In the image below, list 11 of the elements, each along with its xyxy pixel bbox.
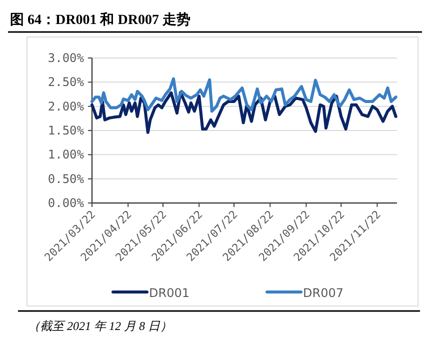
legend-label: DR007 (303, 286, 344, 300)
y-tick-label: 3.00% (48, 51, 85, 65)
y-tick-label: 0.00% (48, 196, 85, 210)
y-tick-label: 2.00% (48, 99, 85, 114)
y-tick-label: 0.50% (48, 172, 85, 186)
chart-title: 图 64：DR001 和 DR007 走势 (10, 12, 190, 28)
y-tick-label: 1.00% (48, 148, 85, 162)
text: （截至 2021 年 12 月 8 日） (28, 319, 172, 333)
y-tick-label: 1.50% (48, 124, 85, 138)
y-tick-label: 2.50% (48, 75, 85, 90)
legend-label: DR001 (149, 286, 190, 300)
